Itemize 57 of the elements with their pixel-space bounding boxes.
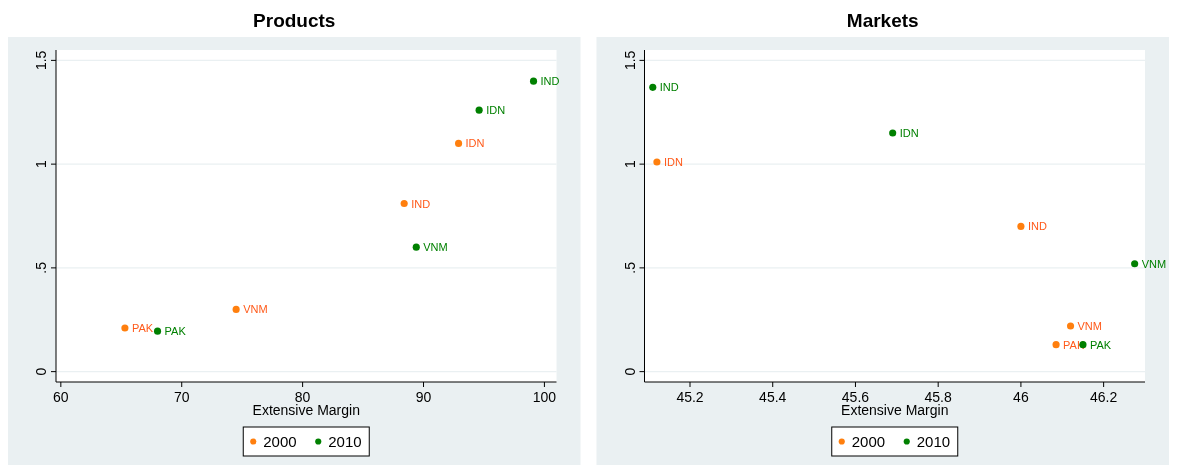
data-label: IND xyxy=(540,75,560,88)
point xyxy=(889,129,897,137)
x-tick-label: 45.8 xyxy=(924,389,953,405)
point xyxy=(1131,260,1139,268)
point xyxy=(653,158,661,166)
point xyxy=(1017,222,1025,230)
y-tick-label: 1 xyxy=(33,160,49,169)
point xyxy=(529,77,538,85)
point xyxy=(649,83,657,91)
legend-label: 2000 xyxy=(263,433,297,450)
chart-title: Markets xyxy=(846,10,919,31)
data-label: VNM xyxy=(243,303,268,316)
point xyxy=(400,199,408,208)
x-tick-label: 90 xyxy=(415,389,432,405)
y-tick-label: .5 xyxy=(621,261,638,274)
y-tick-label: 1.5 xyxy=(33,50,49,71)
data-label: IDN xyxy=(899,127,919,139)
x-tick-label: 60 xyxy=(53,389,69,405)
chart-title: Products xyxy=(253,10,336,31)
point xyxy=(455,139,463,147)
x-axis-title: Extensive Margin xyxy=(252,402,360,418)
y-tick-label: 1 xyxy=(621,160,638,169)
point xyxy=(1066,322,1075,330)
point xyxy=(412,243,420,251)
x-tick-label: 80 xyxy=(294,389,311,405)
data-label: PAK xyxy=(164,325,187,338)
point xyxy=(153,327,162,335)
point xyxy=(121,324,129,332)
data-label: IND xyxy=(659,81,679,94)
data-label: IDN xyxy=(465,137,485,150)
point xyxy=(1052,341,1060,349)
y-tick-label: .5 xyxy=(33,261,49,274)
x-tick-label: 46 xyxy=(1013,389,1029,405)
data-label: VNM xyxy=(1141,257,1167,270)
legend-label: 2010 xyxy=(328,433,362,450)
x-tick-label: 70 xyxy=(173,389,190,405)
legend-label: 2010 xyxy=(916,433,951,450)
data-label: PAK xyxy=(131,322,154,335)
data-label: VNM xyxy=(423,241,448,254)
point xyxy=(475,106,483,114)
y-tick-label: 0 xyxy=(621,367,638,376)
x-tick-label: 45.6 xyxy=(841,389,870,405)
x-tick-label: 100 xyxy=(532,389,557,405)
data-label: IDN xyxy=(486,104,506,117)
point xyxy=(232,305,240,313)
x-axis-title: Extensive Margin xyxy=(841,402,949,418)
data-label: IND xyxy=(411,197,431,210)
data-label: IND xyxy=(1027,220,1047,233)
x-tick-label: 45.2 xyxy=(676,389,704,405)
y-tick-label: 1.5 xyxy=(621,50,638,71)
x-tick-label: 46.2 xyxy=(1090,389,1118,405)
legend-label: 2000 xyxy=(851,433,886,450)
x-tick-label: 45.4 xyxy=(759,389,787,405)
data-label: IDN xyxy=(663,156,683,169)
data-label: PAK xyxy=(1089,338,1112,351)
y-tick-label: 0 xyxy=(33,367,49,376)
data-label: VNM xyxy=(1077,319,1102,332)
